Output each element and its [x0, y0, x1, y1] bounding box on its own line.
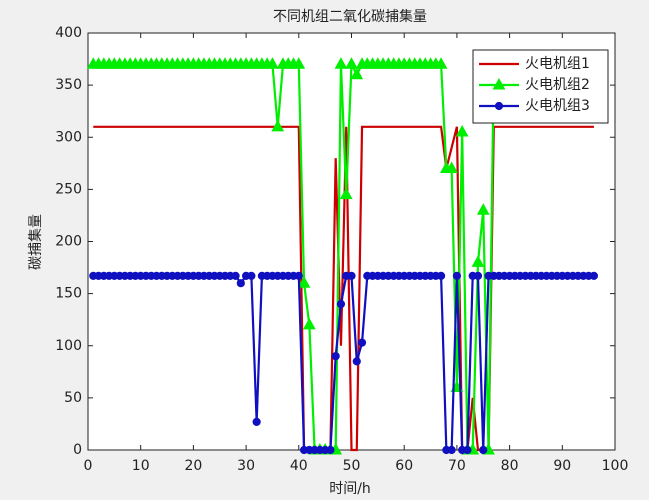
legend-label: 火电机组1: [525, 56, 590, 72]
data-point: [463, 445, 472, 455]
x-tick-label: 20: [184, 458, 202, 474]
x-tick-label: 90: [553, 458, 571, 474]
data-point: [350, 67, 364, 80]
data-point: [347, 271, 356, 281]
data-point: [352, 357, 361, 366]
data-point: [339, 187, 353, 200]
legend-marker: [492, 77, 506, 90]
series-line: [93, 125, 594, 452]
data-point: [331, 352, 340, 361]
y-axis-label: 碳捕集量: [27, 214, 44, 270]
y-tick-label: 400: [55, 25, 82, 41]
legend-label: 火电机组2: [525, 77, 590, 93]
data-point: [434, 57, 448, 69]
data-point: [447, 445, 456, 455]
data-point: [252, 417, 261, 426]
y-tick-label: 250: [55, 181, 82, 197]
x-tick-label: 80: [501, 458, 519, 474]
x-tick-label: 30: [237, 458, 255, 474]
data-point: [266, 57, 279, 69]
legend-marker: [494, 101, 504, 111]
data-point: [231, 271, 240, 281]
y-tick-label: 100: [55, 338, 82, 354]
data-point: [476, 203, 490, 215]
x-tick-label: 50: [343, 458, 361, 474]
x-tick-label: 40: [290, 458, 308, 474]
data-point: [445, 161, 458, 174]
data-point: [326, 445, 335, 455]
data-point: [345, 57, 358, 69]
data-point: [357, 338, 367, 347]
data-point: [455, 124, 469, 137]
y-tick-label: 300: [55, 129, 82, 145]
x-axis-label: 时间/h: [329, 481, 371, 497]
data-point: [294, 271, 303, 281]
data-point: [292, 57, 306, 69]
data-point: [479, 445, 488, 455]
x-tick-label: 100: [602, 458, 629, 474]
data-point: [471, 255, 485, 267]
legend-label: 火电机组3: [525, 98, 590, 114]
data-point: [297, 276, 311, 288]
x-tick-label: 0: [84, 458, 93, 474]
y-tick-label: 350: [55, 77, 82, 93]
data-point: [271, 119, 285, 132]
y-tick-label: 50: [64, 390, 82, 406]
x-tick-label: 70: [448, 458, 466, 474]
data-point: [589, 271, 599, 281]
y-tick-label: 200: [55, 234, 82, 250]
data-point: [452, 271, 461, 281]
y-tick-label: 0: [73, 442, 82, 458]
y-tick-label: 150: [55, 286, 82, 302]
chart-title: 不同机组二氧化碳捕集量: [273, 8, 427, 25]
data-point: [436, 271, 446, 281]
data-point: [236, 279, 245, 288]
data-point: [247, 271, 256, 281]
x-tick-label: 10: [132, 458, 150, 474]
data-point: [334, 57, 348, 69]
data-point: [336, 299, 346, 309]
x-tick-label: 60: [395, 458, 413, 474]
data-point: [473, 271, 483, 281]
data-point: [302, 317, 316, 330]
